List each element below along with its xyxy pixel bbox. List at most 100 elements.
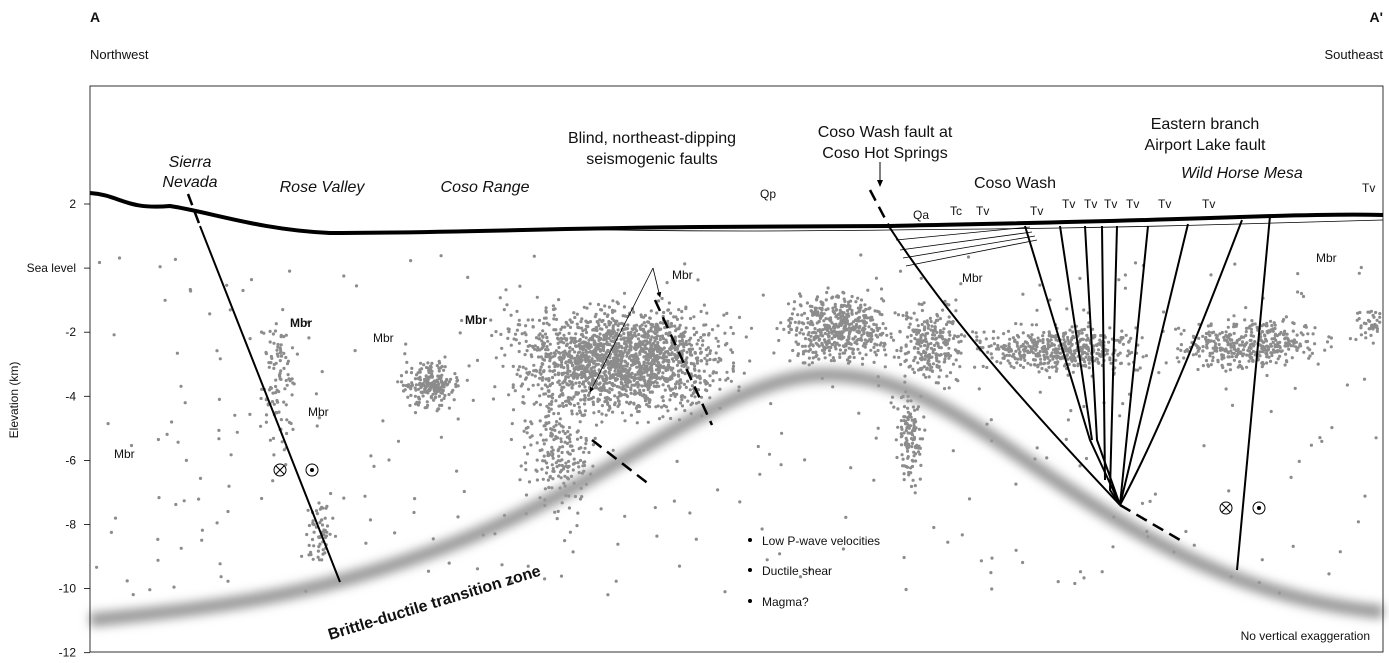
quake xyxy=(939,317,942,320)
quake xyxy=(1081,357,1084,360)
quake xyxy=(1043,358,1046,361)
quake xyxy=(644,324,647,327)
quake xyxy=(1048,332,1051,335)
quake xyxy=(316,424,319,427)
quake xyxy=(632,311,635,314)
quake xyxy=(1247,360,1250,363)
quake xyxy=(438,395,441,398)
quake xyxy=(620,382,623,385)
quake xyxy=(637,337,640,340)
quake xyxy=(1073,349,1076,352)
quake xyxy=(598,348,601,351)
quake xyxy=(184,401,187,404)
quake xyxy=(593,386,596,389)
quake xyxy=(542,370,545,373)
quake xyxy=(1081,352,1084,355)
quake xyxy=(626,323,629,326)
quake xyxy=(963,335,966,338)
quake xyxy=(523,446,526,449)
quake xyxy=(835,314,838,317)
feature-label: Blind, northeast-dipping xyxy=(568,130,736,147)
quake xyxy=(1327,335,1330,338)
quake xyxy=(568,440,571,443)
quake xyxy=(804,345,807,348)
quake xyxy=(1177,360,1180,363)
quake xyxy=(157,438,160,441)
quake xyxy=(561,402,564,405)
quake xyxy=(318,543,321,546)
bullet-text: Low P-wave velocities xyxy=(762,534,880,548)
quake xyxy=(681,404,684,407)
quake xyxy=(539,449,542,452)
quake xyxy=(432,399,435,402)
quake xyxy=(1082,338,1085,341)
quake xyxy=(164,299,167,302)
quake xyxy=(640,313,643,316)
quake xyxy=(907,351,910,354)
quake xyxy=(1211,359,1214,362)
quake xyxy=(802,332,805,335)
quake xyxy=(229,308,232,311)
quake xyxy=(280,343,283,346)
quake xyxy=(680,381,683,384)
quake xyxy=(572,550,575,553)
quake xyxy=(640,384,643,387)
quake xyxy=(641,348,644,351)
quake xyxy=(913,426,916,429)
quake xyxy=(656,334,659,337)
quake xyxy=(926,344,929,347)
quake xyxy=(686,380,689,383)
quake xyxy=(608,356,611,359)
quake xyxy=(560,386,563,389)
quake xyxy=(271,400,274,403)
quake xyxy=(678,360,681,363)
quake xyxy=(704,382,707,385)
quake xyxy=(280,354,283,357)
quake xyxy=(1020,323,1023,326)
quake xyxy=(559,352,562,355)
quake xyxy=(1250,331,1253,334)
quake xyxy=(651,350,654,353)
quake xyxy=(562,425,565,428)
quake xyxy=(605,398,608,401)
quake xyxy=(529,420,532,423)
quake xyxy=(850,312,853,315)
quake xyxy=(911,368,914,371)
quake xyxy=(1286,337,1289,340)
quake xyxy=(936,353,939,356)
quake xyxy=(1014,322,1017,325)
quake xyxy=(876,335,879,338)
quake xyxy=(623,342,626,345)
quake xyxy=(544,392,547,395)
quake xyxy=(642,355,645,358)
quake xyxy=(802,361,805,364)
quake xyxy=(597,303,600,306)
quake xyxy=(612,373,615,376)
quake xyxy=(979,341,982,344)
unit-label: Mbr xyxy=(672,268,693,282)
quake xyxy=(1136,369,1139,372)
quake xyxy=(833,335,836,338)
quake xyxy=(443,355,446,358)
quake xyxy=(589,302,592,305)
quake xyxy=(1262,363,1265,366)
feature-label: Eastern branch xyxy=(1151,116,1260,133)
quake xyxy=(1204,336,1207,339)
quake xyxy=(696,362,699,365)
quake xyxy=(1372,316,1375,319)
quake xyxy=(1289,344,1292,347)
quake xyxy=(661,297,664,300)
quake xyxy=(821,303,824,306)
quake xyxy=(1360,333,1363,336)
quake xyxy=(1308,354,1311,357)
quake xyxy=(460,319,463,322)
quake xyxy=(699,347,702,350)
quake xyxy=(585,331,588,334)
quake xyxy=(1358,311,1361,314)
quake xyxy=(531,318,534,321)
quake xyxy=(862,327,865,330)
quake xyxy=(673,353,676,356)
quake xyxy=(453,372,456,375)
quake xyxy=(708,396,711,399)
quake xyxy=(459,331,462,334)
